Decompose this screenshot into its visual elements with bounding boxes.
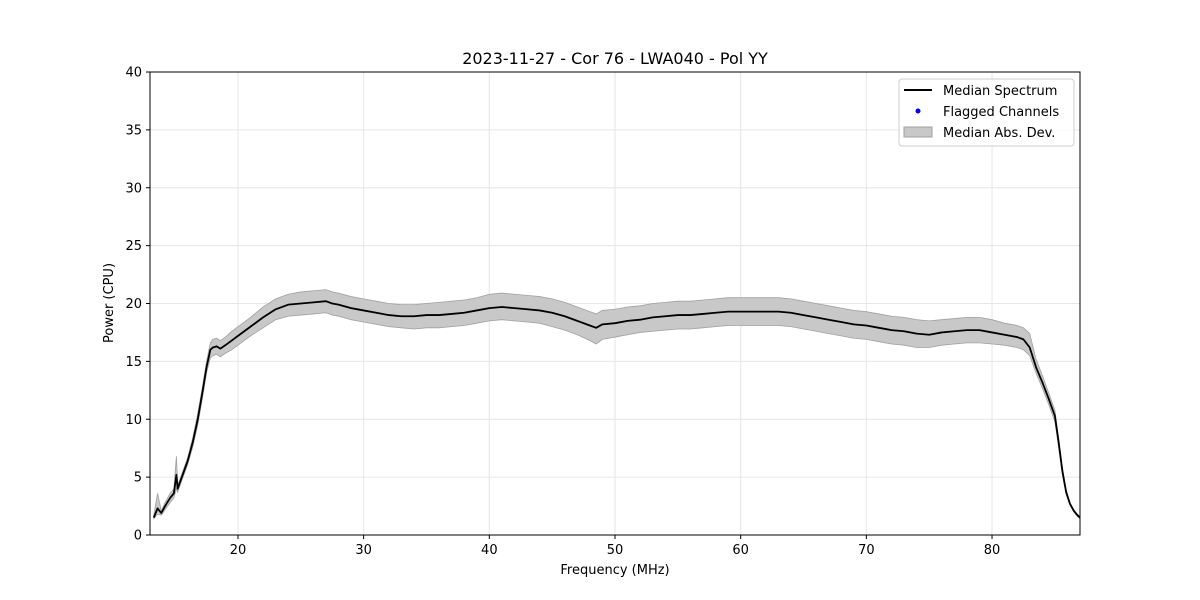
legend-mad-swatch [903,126,933,138]
y-axis-label: Power (CPU) [102,263,117,343]
y-tick-label: 30 [125,181,142,196]
legend-median-label: Median Spectrum [943,84,1057,99]
y-tick-label: 35 [125,123,142,138]
legend: Median Spectrum Flagged Channels Median … [898,78,1075,147]
y-tick-label: 0 [134,529,142,544]
x-tick-label: 80 [984,543,1001,558]
x-tick-label: 40 [481,543,498,558]
x-tick-label: 60 [732,543,749,558]
x-axis-ticks: 20 30 40 50 60 70 80 [230,535,1001,558]
y-tick-label: 40 [125,66,142,81]
y-tick-label: 10 [125,413,142,428]
x-axis-label: Frequency (MHz) [560,563,669,578]
y-tick-label: 15 [125,355,142,370]
x-tick-label: 50 [607,543,624,558]
x-tick-label: 70 [858,543,875,558]
median-line-layer [152,300,1081,519]
y-tick-label: 25 [125,239,142,254]
y-tick-label: 5 [134,471,142,486]
y-tick-label: 20 [125,297,142,312]
legend-mad-label: Median Abs. Dev. [943,126,1055,141]
legend-flagged-swatch [915,108,921,114]
x-tick-label: 30 [355,543,372,558]
legend-flagged-label: Flagged Channels [943,105,1059,120]
median-spectrum-line [152,300,1081,519]
legend-box [898,78,1075,147]
x-tick-label: 20 [230,543,247,558]
chart-title: 2023-11-27 - Cor 76 - LWA040 - Pol YY [462,49,768,68]
y-axis-ticks: 0 5 10 15 20 25 30 35 40 [125,66,150,544]
